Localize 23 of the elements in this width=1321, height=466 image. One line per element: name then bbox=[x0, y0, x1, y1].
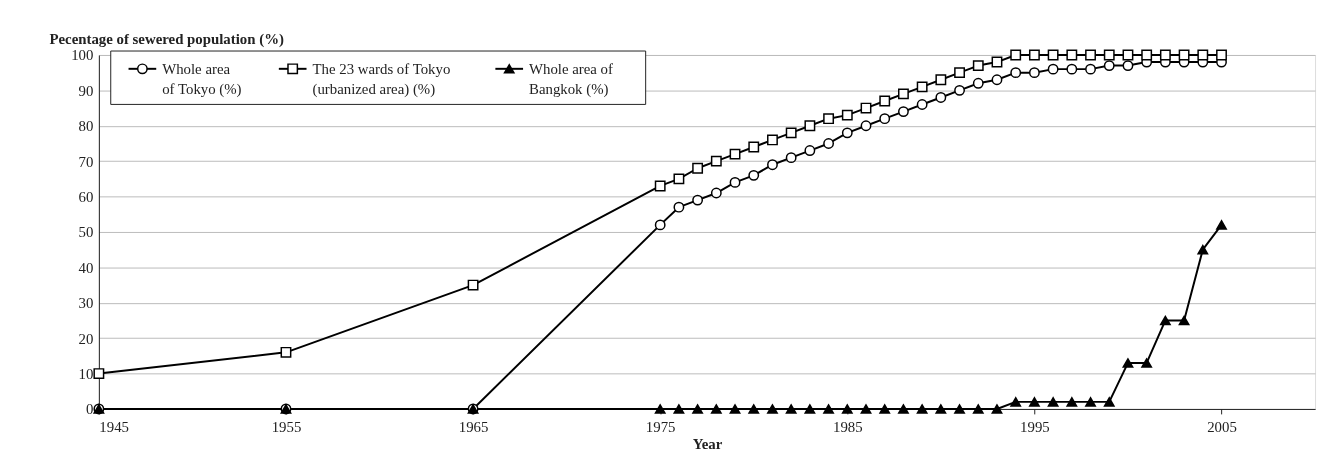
x-tick-label: 1995 bbox=[1020, 419, 1050, 436]
x-tick-label: 1955 bbox=[271, 419, 302, 436]
y-tick-label: 0 bbox=[86, 401, 94, 418]
y-tick-label: 20 bbox=[78, 330, 94, 347]
y-tick-label: 80 bbox=[78, 118, 94, 135]
x-tick-label: 1965 bbox=[458, 419, 489, 436]
y-tick-label: 70 bbox=[78, 153, 94, 170]
x-tick-label: 1945 bbox=[99, 419, 130, 436]
y-tick-label: 60 bbox=[78, 189, 94, 206]
legend-label: The 23 wards of Tokyo (urbanized area) (%) bbox=[312, 60, 451, 98]
y-tick-label: 30 bbox=[78, 295, 94, 312]
y-tick-label: 40 bbox=[78, 259, 94, 276]
legend-label: Whole area of Tokyo (%) bbox=[162, 60, 242, 98]
y-axis-title: Pecentage of sewered population (%) bbox=[49, 31, 284, 49]
x-tick-label: 1975 bbox=[645, 419, 676, 436]
legend-label: Whole area of Bangkok (%) bbox=[528, 60, 614, 98]
y-tick-label: 100 bbox=[71, 47, 94, 64]
y-tick-label: 50 bbox=[78, 224, 94, 241]
x-tick-label: 2005 bbox=[1207, 419, 1237, 436]
y-tick-label: 10 bbox=[78, 366, 94, 382]
y-tick-label: 90 bbox=[78, 82, 94, 99]
x-tick-label: 1985 bbox=[832, 419, 863, 436]
x-axis-title: Year bbox=[692, 436, 723, 452]
